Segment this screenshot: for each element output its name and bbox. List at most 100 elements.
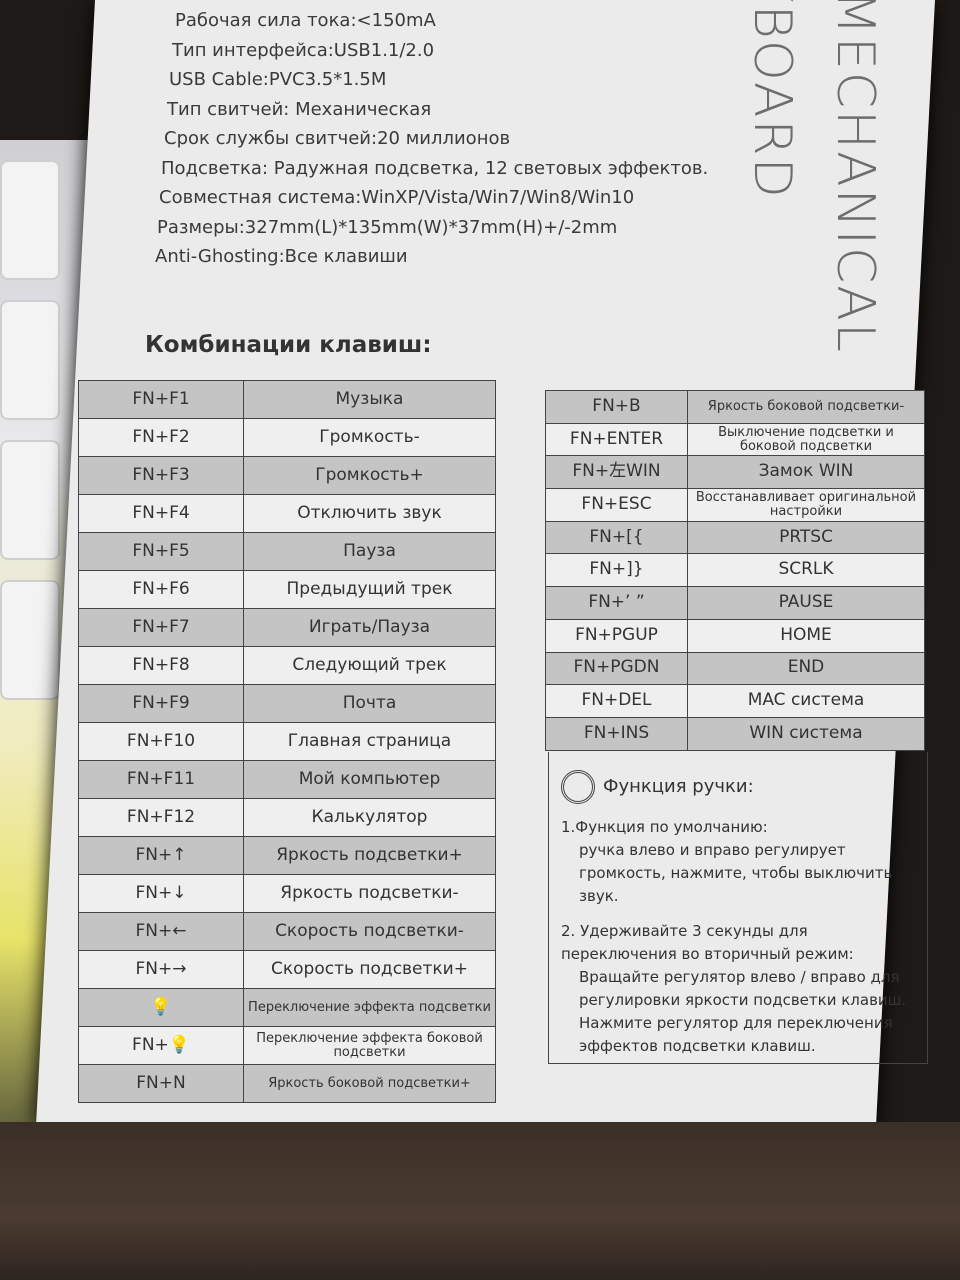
key-combo: FN+F11 bbox=[78, 760, 244, 799]
key-combo: FN+B bbox=[545, 390, 688, 424]
key-combo: FN+F2 bbox=[78, 418, 244, 457]
key-function: Яркость боковой подсветки- bbox=[687, 390, 925, 424]
table-row: FN+F7 Играть/Пауза bbox=[78, 608, 496, 647]
key-combo: FN+F7 bbox=[78, 608, 244, 647]
knob-item1-text: ручка влево и вправо регулирует громкост… bbox=[579, 841, 893, 905]
key-function: Скорость подсветки+ bbox=[243, 950, 496, 989]
table-row: FN+↑ Яркость подсветки+ bbox=[78, 836, 496, 875]
spec-line: Рабочая сила тока:<150mA bbox=[175, 10, 436, 31]
key-function: Следующий трек bbox=[243, 646, 496, 685]
key-combo: FN+F4 bbox=[78, 494, 244, 533]
keycap bbox=[0, 160, 60, 280]
key-combo: FN+F3 bbox=[78, 456, 244, 495]
spec-line: USB Cable:PVC3.5*1.5M bbox=[169, 69, 387, 90]
table-row: FN+]} SCRLK bbox=[545, 553, 925, 588]
key-function: Калькулятор bbox=[243, 798, 496, 837]
key-combo: FN+F1 bbox=[78, 380, 244, 419]
table-row: FN+F9 Почта bbox=[78, 684, 496, 723]
vertical-title-keyboard: KEYBOARD bbox=[742, 0, 802, 200]
spec-line: Подсветка: Радужная подсветка, 12 светов… bbox=[161, 157, 709, 179]
table-row: FN+ENTER Выключение подсветки и боковой п… bbox=[545, 422, 925, 457]
table-row: FN+F12 Калькулятор bbox=[78, 798, 496, 837]
keycap bbox=[0, 440, 60, 560]
spec-line: Anti-Ghosting:Все клавиши bbox=[155, 246, 408, 267]
key-combo: FN+’ ” bbox=[545, 586, 688, 620]
key-function: Пауза bbox=[243, 532, 496, 571]
table-row: FN+左WIN Замок WIN bbox=[545, 455, 925, 490]
table-row: FN+F2 Громкость- bbox=[78, 418, 496, 457]
key-combo: FN+[{ bbox=[545, 520, 688, 555]
table-row: FN+💡 Переключение эффекта боковой подсвет… bbox=[78, 1026, 496, 1065]
spec-line: Размеры:327mm(L)*135mm(W)*37mm(H)+/-2mm bbox=[157, 216, 618, 238]
key-combo: FN+INS bbox=[545, 716, 688, 751]
key-function: Мой компьютер bbox=[243, 760, 496, 799]
key-combo: FN+↑ bbox=[78, 836, 244, 875]
table-row: FN+F3 Громкость+ bbox=[78, 456, 496, 495]
table-row: FN+F6 Предыдущий трек bbox=[78, 570, 496, 609]
table-row: FN+F1 Музыка bbox=[78, 380, 496, 419]
table-row: FN+↓ Яркость подсветки- bbox=[78, 874, 496, 913]
key-function: Яркость боковой подсветки+ bbox=[243, 1064, 496, 1103]
key-combo: FN+💡 bbox=[78, 1026, 244, 1065]
key-combo: FN+↓ bbox=[78, 874, 244, 913]
knob-function-box: Функция ручки: 1.Функция по умолчанию: р… bbox=[548, 752, 928, 1064]
key-combo: FN+→ bbox=[78, 950, 244, 989]
key-function: WIN система bbox=[687, 716, 925, 751]
knob-item2-title: 2. Удерживайте 3 секунды для переключени… bbox=[561, 922, 854, 963]
table-row: FN+F8 Следующий трек bbox=[78, 646, 496, 685]
key-function: Предыдущий трек bbox=[243, 570, 496, 609]
key-combo: 💡 bbox=[78, 988, 244, 1027]
knob-item2-text: Вращайте регулятор влево / вправо для ре… bbox=[579, 968, 907, 1055]
table-row: FN+[{PRTSC bbox=[545, 520, 925, 555]
key-combo: FN+← bbox=[78, 912, 244, 951]
key-function: Отключить звук bbox=[243, 494, 496, 533]
key-function: Громкость+ bbox=[243, 456, 496, 495]
wooden-surface bbox=[0, 1122, 960, 1280]
table-row: FN+PGDN END bbox=[545, 651, 925, 686]
knob-item1-title: 1.Функция по умолчанию: bbox=[561, 818, 768, 836]
key-function: Главная страница bbox=[243, 722, 496, 761]
key-function: Переключение эффекта боковой подсветки bbox=[243, 1026, 496, 1065]
key-combo: FN+PGDN bbox=[545, 651, 688, 686]
key-combo: FN+N bbox=[78, 1064, 244, 1103]
key-combo: FN+F5 bbox=[78, 532, 244, 571]
section-title: Комбинации клавиш: bbox=[145, 332, 432, 358]
table-row: FN+ESC Восстанавливает оригинальной настр… bbox=[545, 488, 925, 522]
table-row: FN+B Яркость боковой подсветки- bbox=[545, 390, 925, 424]
key-combo: FN+F12 bbox=[78, 798, 244, 837]
left-shortcut-table: FN+F1 Музыка FN+F2 Громкость- FN+F3 Громкость… bbox=[78, 380, 496, 1103]
spec-line: Совместная система:WinXP/Vista/Win7/Win8… bbox=[159, 187, 635, 208]
table-row: FN+N Яркость боковой подсветки+ bbox=[78, 1064, 496, 1103]
specs-list: Рабочая сила тока:<150mA Тип интерфейса:… bbox=[155, 6, 708, 272]
table-row: FN+F11 Мой компьютер bbox=[78, 760, 496, 799]
key-function: Замок WIN bbox=[687, 455, 925, 490]
table-row: FN+→ Скорость подсветки+ bbox=[78, 950, 496, 989]
key-function: Переключение эффекта подсветки bbox=[243, 988, 496, 1027]
key-function: END bbox=[687, 651, 925, 686]
key-combo: FN+PGUP bbox=[545, 618, 688, 653]
table-row: 💡 Переключение эффекта подсветки bbox=[78, 988, 496, 1027]
table-row: FN+← Скорость подсветки- bbox=[78, 912, 496, 951]
key-function: Яркость подсветки+ bbox=[243, 836, 496, 875]
key-function: PAUSE bbox=[687, 586, 925, 620]
knob-title: Функция ручки: bbox=[603, 776, 754, 797]
table-row: FN+’ ” PAUSE bbox=[545, 586, 925, 620]
key-function: SCRLK bbox=[687, 553, 925, 588]
key-combo: FN+DEL bbox=[545, 684, 688, 718]
table-row: FN+INS WIN система bbox=[545, 716, 925, 751]
table-row: FN+PGUP HOME bbox=[545, 618, 925, 653]
spec-line: Тип свитчей: Механическая bbox=[167, 98, 432, 120]
key-function: Яркость подсветки- bbox=[243, 874, 496, 913]
keycap bbox=[0, 580, 60, 700]
table-row: FN+DEL MAC система bbox=[545, 684, 925, 718]
key-function: Выключение подсветки и боковой подсветки bbox=[687, 422, 925, 457]
key-combo: FN+]} bbox=[545, 553, 688, 588]
spec-line: Тип интерфейса:USB1.1/2.0 bbox=[172, 39, 435, 61]
key-function: PRTSC bbox=[687, 520, 925, 555]
keycap bbox=[0, 300, 60, 420]
key-function: Восстанавливает оригинальной настройки bbox=[687, 488, 925, 522]
table-row: FN+F10 Главная страница bbox=[78, 722, 496, 761]
key-function: Громкость- bbox=[243, 418, 496, 457]
key-function: Скорость подсветки- bbox=[243, 912, 496, 951]
right-shortcut-table: FN+B Яркость боковой подсветки- FN+ENTER Вы… bbox=[545, 390, 925, 751]
